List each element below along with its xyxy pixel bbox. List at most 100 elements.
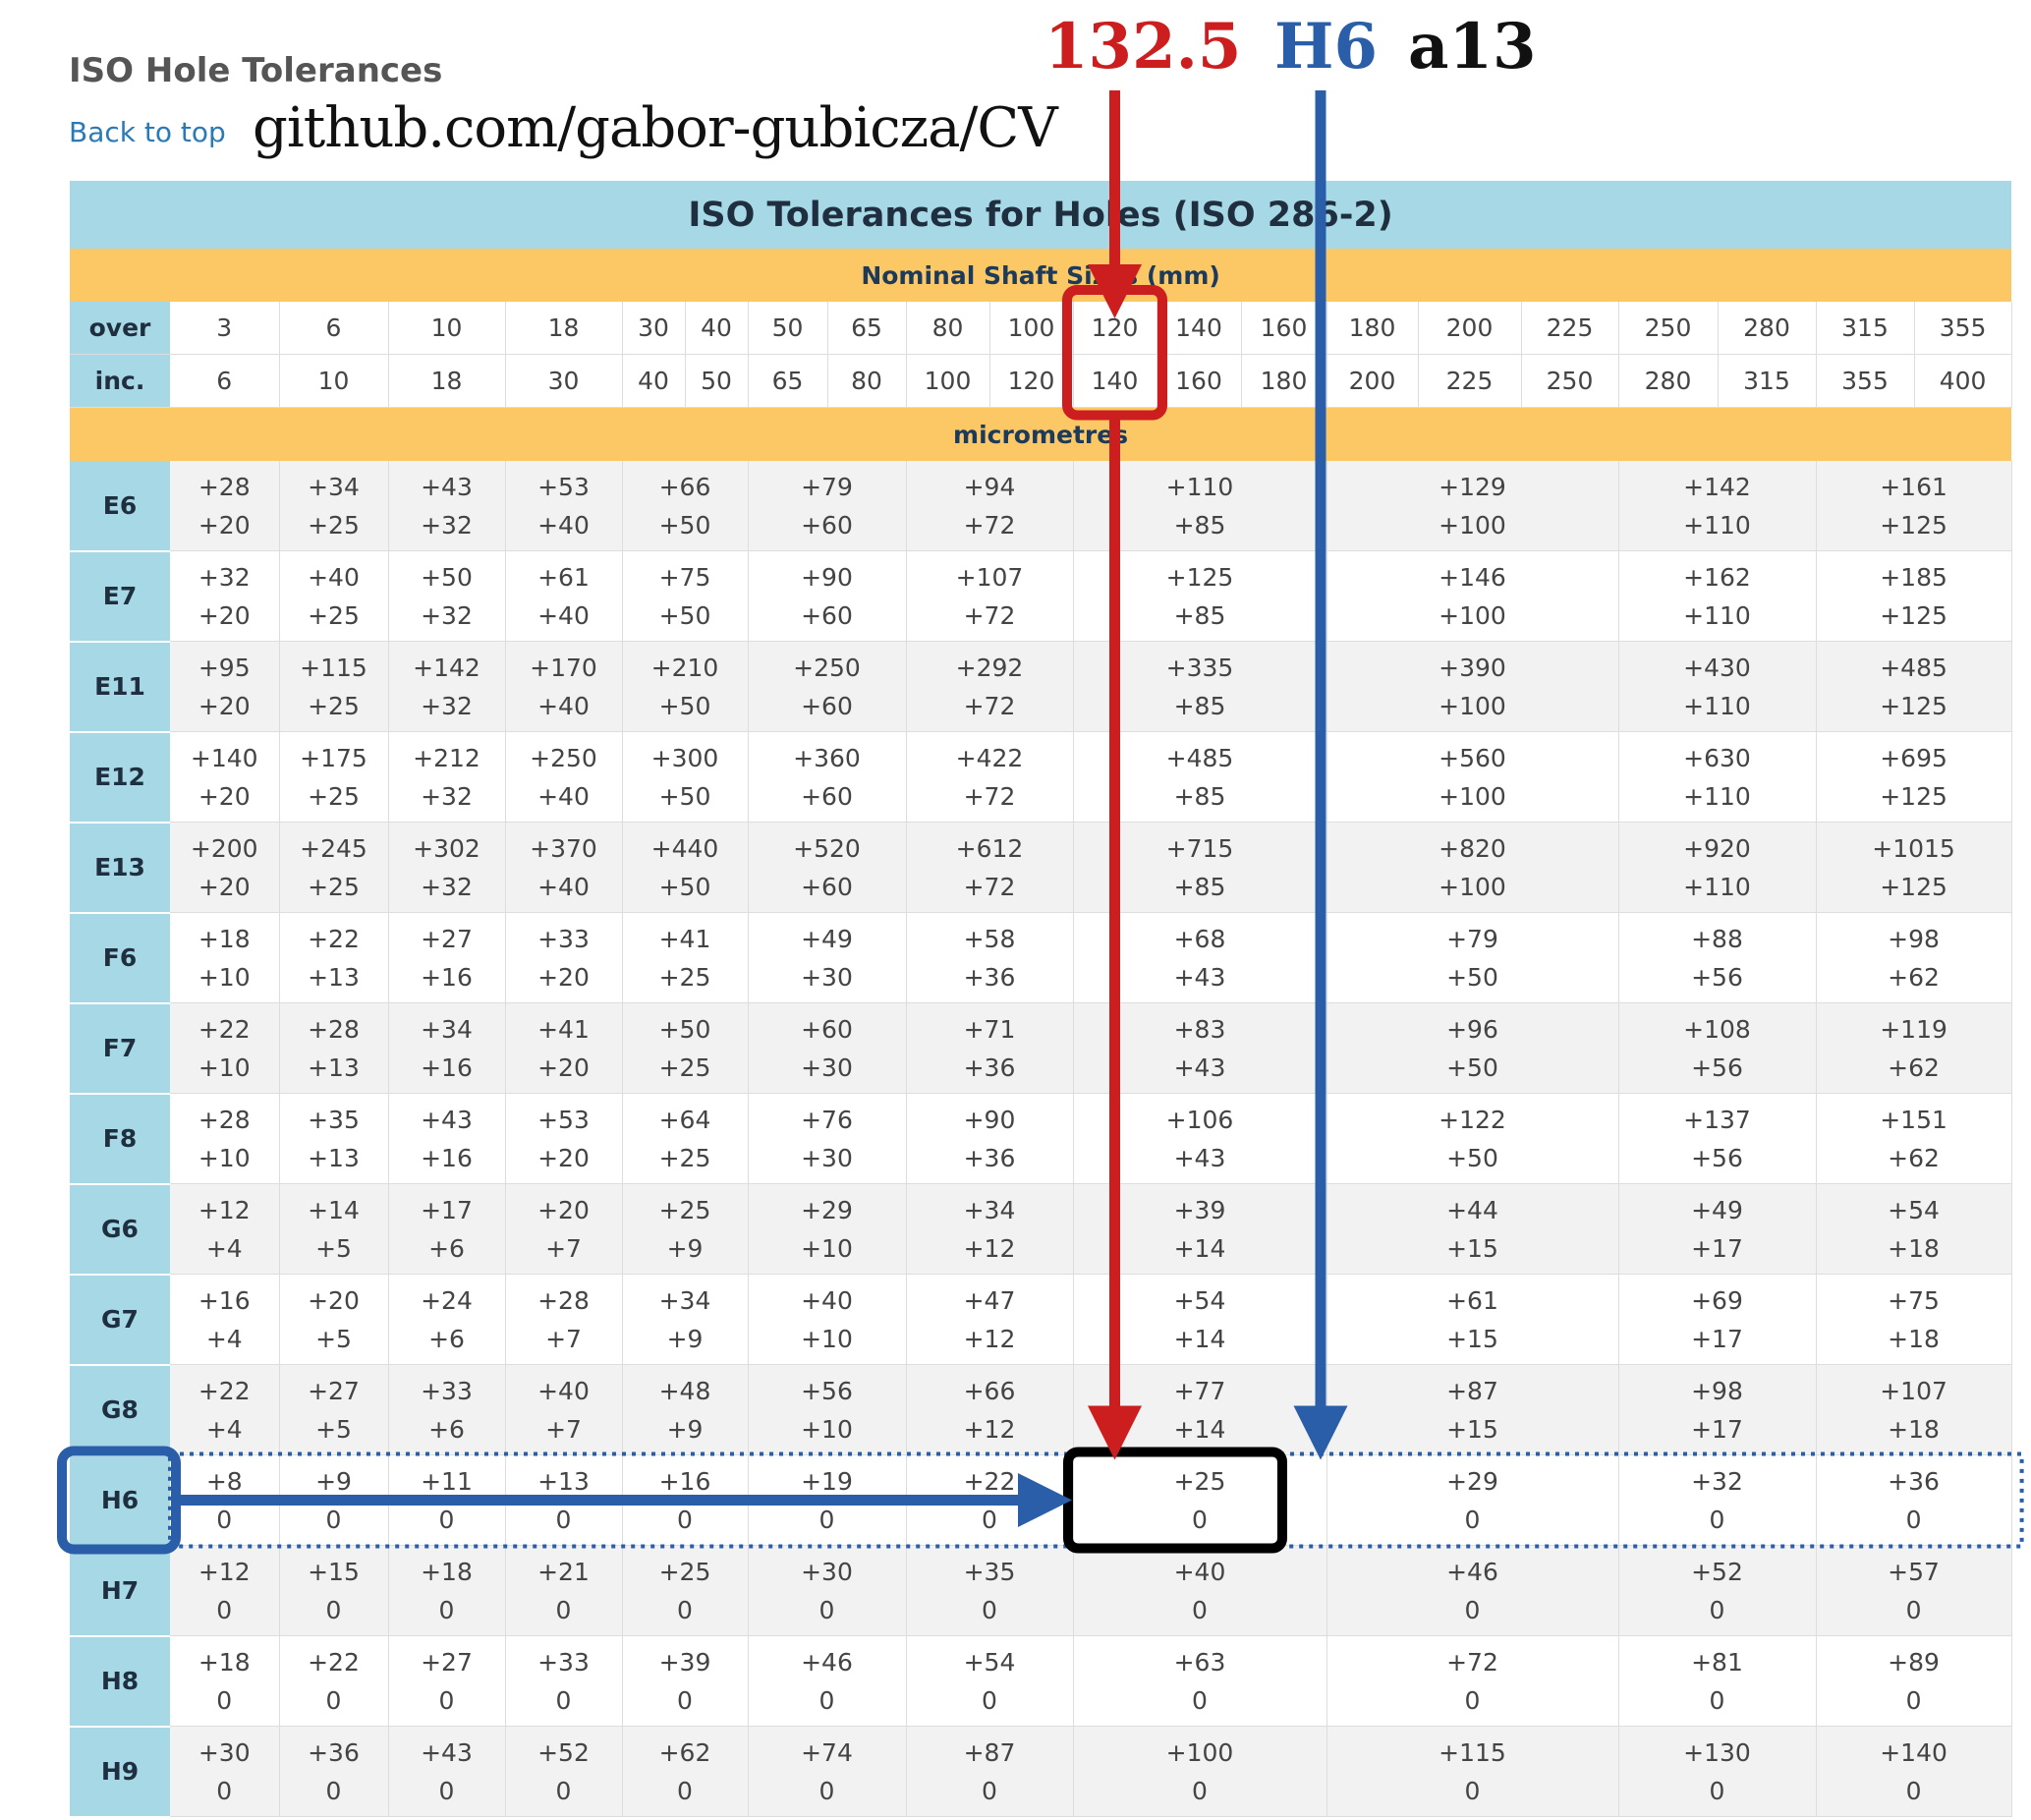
- lower-deviation: +72: [963, 781, 1016, 811]
- upper-deviation: +12: [197, 1557, 251, 1586]
- upper-deviation: +27: [308, 1376, 360, 1405]
- lower-deviation: 0: [677, 1505, 693, 1534]
- size-over-cell: 18: [505, 302, 623, 355]
- lower-deviation: +110: [1683, 510, 1751, 540]
- lower-deviation: +43: [1173, 962, 1226, 992]
- tolerance-cell: +200 +20: [170, 822, 280, 913]
- lower-deviation: +85: [1173, 872, 1226, 901]
- upper-deviation: +47: [963, 1285, 1016, 1315]
- lower-deviation: +25: [308, 781, 360, 811]
- tolerance-cell: +18 0: [388, 1545, 506, 1636]
- grade-label: G6: [70, 1183, 170, 1276]
- tolerance-cell: +130 0: [1618, 1726, 1817, 1817]
- grade-label: E13: [70, 822, 170, 914]
- upper-deviation: +130: [1683, 1737, 1751, 1767]
- lower-deviation: +40: [537, 691, 590, 720]
- tolerance-cell: +210 +50: [622, 641, 749, 732]
- upper-deviation: +107: [955, 562, 1024, 592]
- upper-deviation: +17: [421, 1195, 473, 1224]
- tolerance-cell: +140 +20: [170, 731, 280, 823]
- lower-deviation: 0: [1464, 1595, 1481, 1624]
- tolerance-cell: +122 +50: [1326, 1093, 1619, 1184]
- tolerance-cell: +66 +12: [906, 1364, 1074, 1455]
- grade-row: E12 +140 +20 +175 +25 +212 +32 +250 +40 +300 +50 +3…: [70, 731, 2012, 824]
- upper-deviation: +90: [801, 562, 853, 592]
- tolerance-cell: +16 +4: [170, 1274, 280, 1365]
- tolerance-cell: +250 +60: [748, 641, 907, 732]
- tolerance-cell: +33 +20: [505, 912, 623, 1003]
- lower-deviation: +15: [1446, 1324, 1498, 1353]
- grade-label: E12: [70, 731, 170, 824]
- upper-deviation: +44: [1446, 1195, 1498, 1224]
- lower-deviation: 0: [438, 1776, 455, 1805]
- upper-deviation: +245: [300, 833, 367, 863]
- lower-deviation: +25: [308, 872, 360, 901]
- upper-deviation: +75: [658, 562, 711, 592]
- lower-deviation: +17: [1691, 1233, 1743, 1263]
- lower-deviation: +6: [428, 1324, 465, 1353]
- lower-deviation: +36: [963, 1143, 1016, 1172]
- upper-deviation: +820: [1439, 833, 1506, 863]
- back-to-top-link[interactable]: Back to top: [69, 116, 226, 148]
- lower-deviation: +7: [545, 1324, 582, 1353]
- upper-deviation: +53: [537, 1105, 590, 1134]
- upper-deviation: +140: [1880, 1737, 1947, 1767]
- tolerance-cell: +107 +18: [1816, 1364, 2012, 1455]
- lower-deviation: +125: [1880, 872, 1947, 901]
- upper-deviation: +485: [1880, 653, 1947, 682]
- upper-deviation: +36: [1888, 1466, 1940, 1496]
- grade-row: G7 +16 +4 +20 +5 +24 +6 +28 +7 +34 +9 +40 +10 +47 +12 +…: [70, 1274, 2012, 1366]
- size-inc-cell: 400: [1914, 354, 2012, 408]
- tolerance-cell: +185 +125: [1816, 550, 2012, 642]
- lower-deviation: +32: [421, 510, 473, 540]
- lower-deviation: +50: [1446, 1052, 1498, 1082]
- lower-deviation: +100: [1439, 872, 1506, 901]
- tolerance-cell: +79 +60: [748, 461, 907, 551]
- tolerance-cell: +52 0: [1618, 1545, 1817, 1636]
- tolerance-cell: +107 +72: [906, 550, 1074, 642]
- tolerance-cell: +18 0: [170, 1635, 280, 1727]
- lower-deviation: +10: [801, 1233, 853, 1263]
- lower-deviation: 0: [555, 1685, 572, 1715]
- upper-deviation: +485: [1165, 743, 1234, 772]
- grade-label: E7: [70, 550, 170, 643]
- size-inc-cell: 80: [827, 354, 907, 408]
- tolerance-cell: +630 +110: [1618, 731, 1817, 823]
- size-over-cell: 3: [170, 302, 280, 355]
- upper-deviation: +920: [1683, 833, 1751, 863]
- lower-deviation: +50: [658, 510, 711, 540]
- upper-deviation: +88: [1691, 924, 1743, 953]
- tolerance-cell: +22 +10: [170, 1002, 280, 1094]
- grade-label: E6: [70, 461, 170, 552]
- annotation-nominal-size: 132.5: [1044, 10, 1242, 84]
- lower-deviation: +110: [1683, 781, 1751, 811]
- tolerance-cell: +27 0: [388, 1635, 506, 1727]
- lower-deviation: +9: [666, 1324, 704, 1353]
- upper-deviation: +142: [1683, 472, 1751, 501]
- size-inc-cell: 250: [1521, 354, 1619, 408]
- lower-deviation: +40: [537, 781, 590, 811]
- tolerance-cell: +25 0: [622, 1545, 749, 1636]
- tolerance-cell: +53 +20: [505, 1093, 623, 1184]
- tolerance-cell: +32 +20: [170, 550, 280, 642]
- upper-deviation: +9: [315, 1466, 352, 1496]
- grade-row: E6 +28 +20 +34 +25 +43 +32 +53 +40 +66 +50 +79 +60 +9…: [70, 461, 2012, 552]
- upper-deviation: +58: [963, 924, 1016, 953]
- tolerance-cell: +390 +100: [1326, 641, 1619, 732]
- lower-deviation: +14: [1173, 1414, 1226, 1444]
- tolerance-cell: +245 +25: [279, 822, 389, 913]
- lower-deviation: 0: [1192, 1505, 1208, 1534]
- lower-deviation: +16: [421, 1052, 473, 1082]
- tolerance-cell: +142 +110: [1618, 461, 1817, 551]
- size-inc-cell: 200: [1326, 354, 1419, 408]
- upper-deviation: +74: [801, 1737, 853, 1767]
- upper-deviation: +200: [190, 833, 258, 863]
- lower-deviation: 0: [677, 1685, 693, 1715]
- lower-deviation: +50: [658, 691, 711, 720]
- upper-deviation: +129: [1439, 472, 1506, 501]
- upper-deviation: +27: [421, 924, 473, 953]
- lower-deviation: +12: [963, 1324, 1016, 1353]
- lower-deviation: +9: [666, 1414, 704, 1444]
- upper-deviation: +115: [1439, 1737, 1506, 1767]
- lower-deviation: +20: [537, 1052, 590, 1082]
